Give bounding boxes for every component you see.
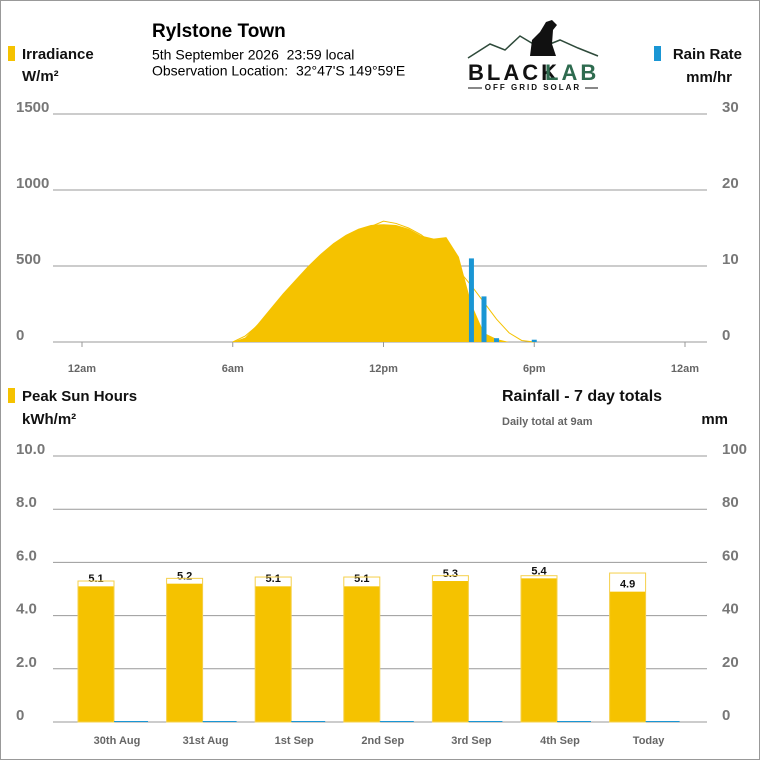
x-tick-label: 30th Aug: [94, 735, 141, 747]
logo-mountains: [467, 35, 599, 59]
rain-bar: [202, 721, 237, 722]
y-axis-unit: W/m²: [22, 68, 59, 85]
legend-swatch: [654, 46, 661, 61]
x-tick-label: 3rd Sep: [451, 735, 492, 747]
legend-swatch: [8, 388, 15, 403]
y-tick-label: 1500: [16, 99, 49, 116]
station-title: Rylstone Town: [152, 21, 286, 42]
bar: [166, 583, 203, 722]
legend-label: Rainfall - 7 day totals: [502, 388, 662, 405]
y2-tick-label: 40: [722, 601, 739, 618]
x-tick-label: 12pm: [369, 363, 398, 375]
rain-bar: [114, 721, 148, 722]
legend-label: Peak Sun Hours: [22, 388, 137, 405]
logo: BLACK LAB OFF GRID SOLAR: [467, 20, 599, 92]
y2-tick-label: 20: [722, 654, 739, 671]
y2-tick-label: 60: [722, 547, 739, 564]
y-axis-unit: kWh/m²: [22, 411, 76, 428]
bar: [609, 591, 646, 722]
x-tick-label: 4th Sep: [540, 735, 580, 747]
legend-label: Irradiance: [22, 46, 94, 63]
location: Observation Location: 32°47'S 149°59'E: [152, 63, 405, 79]
logo-name: LAB: [545, 60, 599, 85]
y-tick-label: 2.0: [16, 654, 37, 671]
y2-tick-label: 0: [722, 327, 730, 344]
rain-bar: [291, 721, 326, 722]
rain-bar: [557, 721, 591, 722]
rain-bar: [468, 258, 474, 342]
rain-bar: [494, 338, 500, 342]
y-tick-label: 0: [16, 707, 24, 724]
potential-box: [520, 575, 558, 723]
y-tick-label: 500: [16, 251, 41, 268]
x-tick-label: 12am: [671, 363, 699, 375]
bar: [343, 586, 380, 722]
data-label: 5.1: [88, 573, 103, 585]
potential-box: [166, 577, 204, 723]
y-tick-label: 0: [16, 327, 24, 344]
potential-box: [77, 580, 115, 723]
potential-box: [431, 575, 469, 723]
data-label: 5.4: [531, 565, 547, 577]
potential-box: [609, 572, 647, 723]
subtitle: Daily total at 9am: [502, 416, 593, 428]
rain-bar: [379, 721, 414, 722]
rain-bar: [531, 339, 537, 342]
bar: [78, 586, 114, 722]
rain-bar: [481, 296, 487, 342]
x-tick-label: 12am: [68, 363, 96, 375]
potential-box: [343, 576, 381, 723]
rain-bar: [645, 721, 680, 722]
irradiance-area: [232, 224, 535, 342]
legend-label: Rain Rate: [673, 46, 742, 63]
data-label: 5.1: [354, 573, 369, 585]
date: 5th September 2026 23:59 local: [152, 47, 354, 63]
bar: [432, 581, 469, 722]
logo-tagline: OFF GRID SOLAR: [485, 83, 581, 92]
y-tick-label: 6.0: [16, 547, 37, 564]
y-tick-label: 4.0: [16, 601, 37, 618]
y-tick-label: 1000: [16, 175, 49, 192]
data-label: 5.2: [177, 571, 192, 583]
y2-tick-label: 30: [722, 99, 739, 116]
y2-axis-unit: mm: [701, 411, 728, 428]
bar: [255, 586, 292, 722]
bar: [521, 578, 557, 722]
y2-tick-label: 80: [722, 494, 739, 511]
y2-tick-label: 0: [722, 707, 730, 724]
data-label: 5.3: [443, 568, 458, 580]
x-tick-label: Today: [633, 735, 665, 747]
x-tick-label: 6am: [222, 363, 244, 375]
logo-name: BLACK: [468, 60, 560, 85]
legend-swatch: [8, 46, 15, 61]
x-tick-label: 1st Sep: [275, 735, 314, 747]
y2-tick-label: 10: [722, 251, 739, 268]
x-tick-label: 31st Aug: [183, 735, 229, 747]
y2-tick-label: 20: [722, 175, 739, 192]
y-tick-label: 10.0: [16, 441, 45, 458]
data-label: 4.9: [620, 579, 635, 591]
y-tick-label: 8.0: [16, 494, 37, 511]
y2-axis-unit: mm/hr: [686, 69, 732, 86]
x-tick-label: 6pm: [523, 363, 546, 375]
x-tick-label: 2nd Sep: [361, 735, 404, 747]
rain-bar: [468, 721, 503, 722]
y2-tick-label: 100: [722, 441, 747, 458]
data-label: 5.1: [266, 573, 281, 585]
potential-box: [254, 576, 292, 723]
logo-dog: [530, 20, 557, 56]
